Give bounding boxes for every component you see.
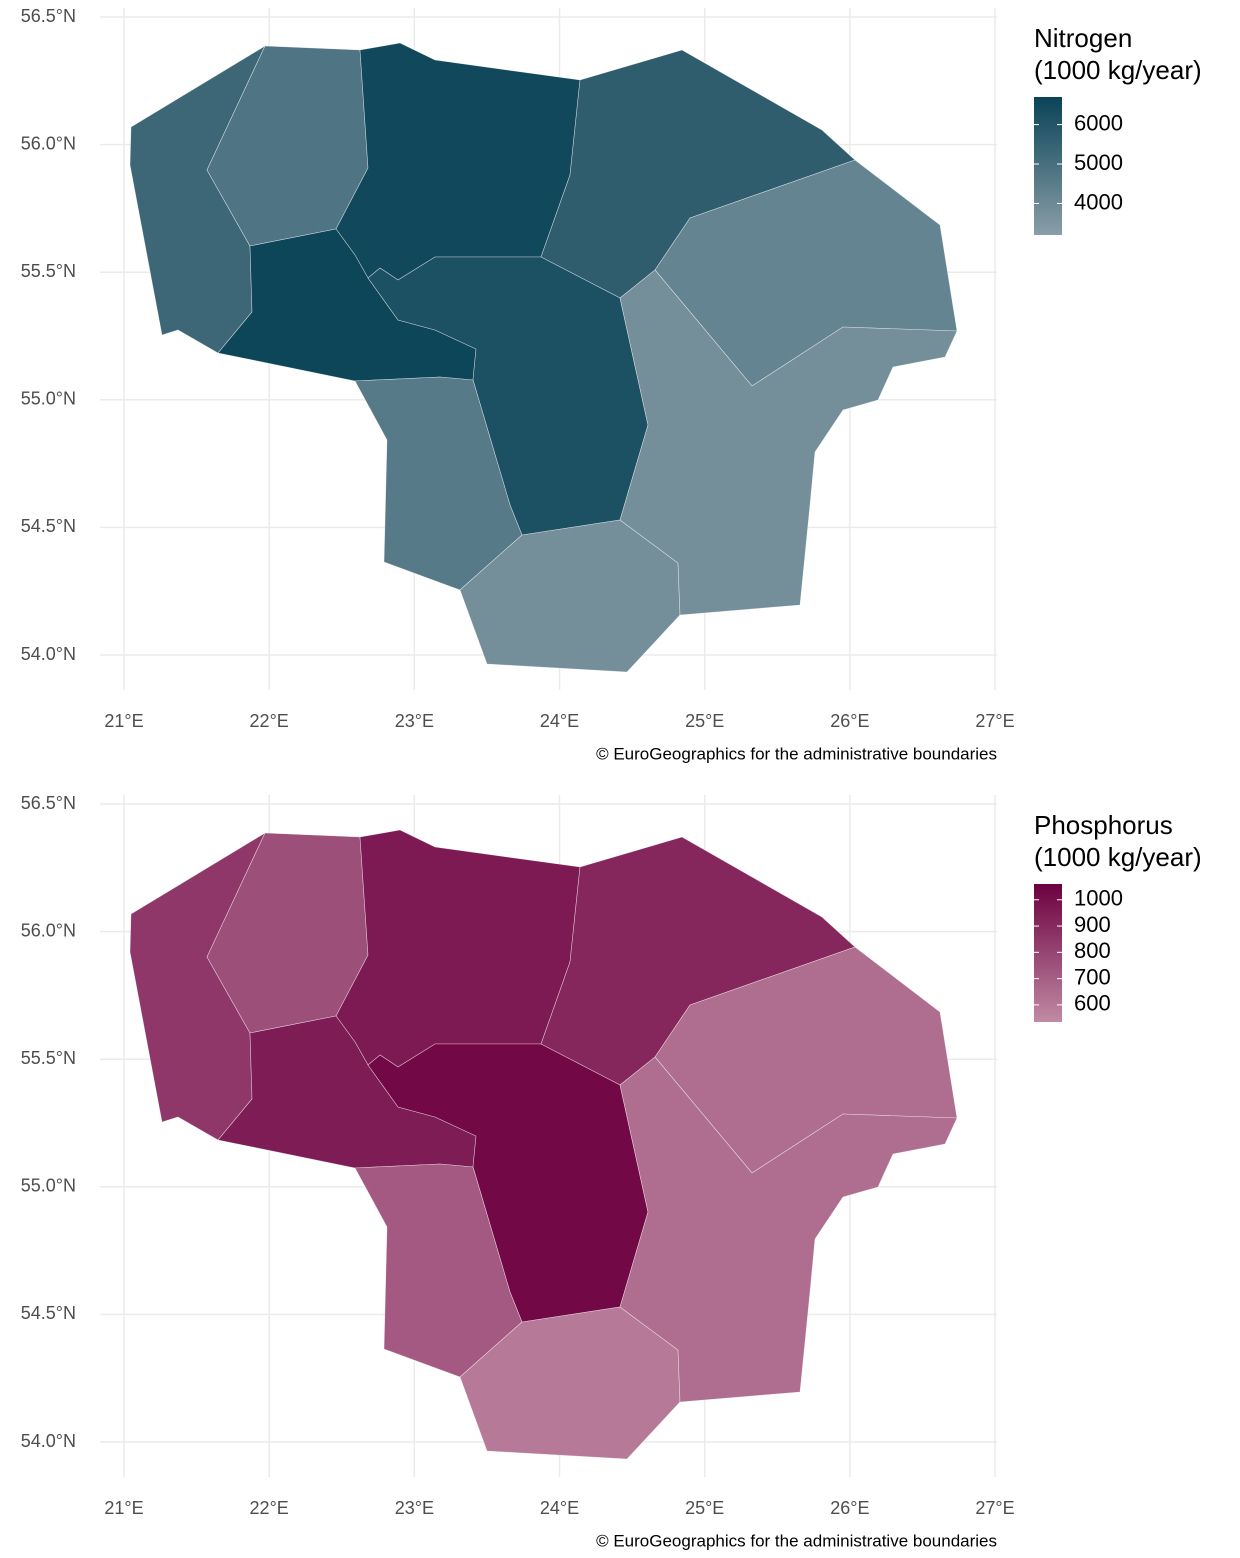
legend-tick-label: 5000 xyxy=(1074,150,1123,175)
y-tick-label: 56.0°N xyxy=(21,133,76,153)
x-tick-label: 25°E xyxy=(685,711,724,731)
region xyxy=(619,269,958,616)
x-tick-label: 21°E xyxy=(104,1498,143,1518)
legend-colorbar xyxy=(1034,97,1062,235)
legend-tick-label: 900 xyxy=(1074,912,1111,937)
region xyxy=(335,42,581,281)
y-tick-label: 56.0°N xyxy=(21,920,76,940)
y-tick-label: 54.5°N xyxy=(21,1303,76,1323)
x-tick-label: 22°E xyxy=(250,1498,289,1518)
legend-tick-label: 6000 xyxy=(1074,110,1123,135)
x-tick-label: 26°E xyxy=(830,1498,869,1518)
x-tick-label: 25°E xyxy=(685,1498,724,1518)
legend-colorbar xyxy=(1034,884,1062,1022)
caption: © EuroGeographics for the administrative… xyxy=(596,1531,997,1550)
legend-tick-label: 800 xyxy=(1074,938,1111,963)
legend-tick-label: 700 xyxy=(1074,964,1111,989)
y-tick-label: 55.0°N xyxy=(21,389,76,409)
x-tick-label: 26°E xyxy=(830,711,869,731)
x-tick-label: 27°E xyxy=(975,711,1014,731)
region xyxy=(619,1056,958,1403)
x-tick-label: 27°E xyxy=(975,1498,1014,1518)
y-tick-label: 56.5°N xyxy=(21,793,76,813)
map-panel: 54.0°N 54.5°N 55.0°N 55.5°N 56.0°N 56.5°N 21°E… xyxy=(21,793,1202,1551)
y-tick-label: 54.0°N xyxy=(21,1431,76,1451)
legend-tick-label: 600 xyxy=(1074,991,1111,1016)
y-tick-label: 54.0°N xyxy=(21,644,76,664)
legend-title: (1000 kg/year) xyxy=(1034,842,1202,872)
legend-title: Phosphorus xyxy=(1034,810,1173,840)
legend-tick-label: 4000 xyxy=(1074,189,1123,214)
legend-title: (1000 kg/year) xyxy=(1034,55,1202,85)
legend-tick-label: 1000 xyxy=(1074,886,1123,911)
x-tick-label: 23°E xyxy=(395,1498,434,1518)
y-tick-label: 56.5°N xyxy=(21,6,76,26)
x-tick-label: 24°E xyxy=(540,1498,579,1518)
y-tick-label: 55.0°N xyxy=(21,1176,76,1196)
x-tick-label: 23°E xyxy=(395,711,434,731)
x-tick-label: 21°E xyxy=(104,711,143,731)
map-panel: 54.0°N 54.5°N 55.0°N 55.5°N 56.0°N 56.5°N 21°E… xyxy=(21,6,1202,764)
y-tick-label: 55.5°N xyxy=(21,1048,76,1068)
y-tick-label: 54.5°N xyxy=(21,516,76,536)
x-tick-label: 24°E xyxy=(540,711,579,731)
x-tick-label: 22°E xyxy=(250,711,289,731)
caption: © EuroGeographics for the administrative… xyxy=(596,744,997,763)
region xyxy=(335,829,581,1068)
y-tick-label: 55.5°N xyxy=(21,261,76,281)
legend-title: Nitrogen xyxy=(1034,23,1132,53)
